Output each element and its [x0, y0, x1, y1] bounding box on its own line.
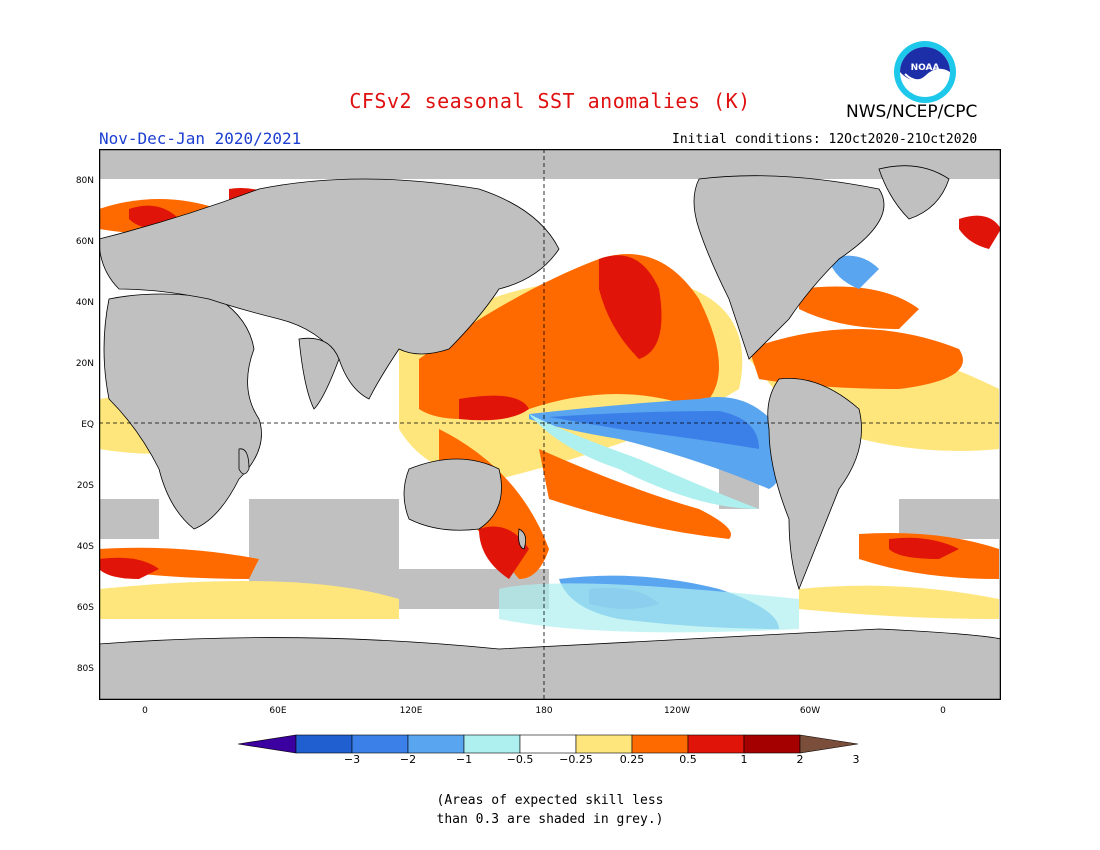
north-america [693, 175, 885, 360]
colorbar-segment [631, 734, 689, 754]
colorbar [238, 734, 859, 754]
skill-note: (Areas of expected skill less than 0.3 a… [0, 791, 1100, 829]
lon-label-180: 180 [535, 706, 553, 716]
colorbar-segment [407, 734, 465, 754]
colorbar-label: −1 [455, 753, 473, 766]
anomaly-1-to-2 [99, 188, 1001, 579]
anomaly-cold-pacific [529, 397, 783, 509]
lon-label-60e: 60E [269, 706, 287, 716]
colorbar-label: 0.5 [679, 753, 697, 766]
colorbar-label: −0.5 [506, 753, 534, 766]
colorbar-segment [575, 734, 633, 754]
colorbar-segment [743, 734, 801, 754]
lat-label-20s: 20S [76, 481, 94, 491]
south-america [767, 378, 862, 591]
colorbar-segment-max [799, 734, 859, 754]
colorbar-label: 3 [852, 753, 860, 766]
agency-label: NWS/NCEP/CPC [846, 102, 978, 122]
lon-label-120e: 120E [399, 706, 423, 716]
noaa-logo-text: NOAA [911, 63, 940, 73]
colorbar-segment [519, 734, 577, 754]
lon-label-0-east: 0 [940, 706, 946, 716]
season-label: Nov-Dec-Jan 2020/2021 [99, 129, 302, 148]
colorbar-label: 0.25 [619, 753, 645, 766]
lat-label-80n: 80N [75, 176, 94, 186]
colorbar-label: −2 [399, 753, 417, 766]
antarctica [99, 628, 1001, 700]
greenland [878, 165, 950, 220]
skill-note-line-1: (Areas of expected skill less [436, 793, 664, 808]
chart-title: CFSv2 seasonal SST anomalies (K) [349, 89, 751, 113]
noaa-logo: NOAA [894, 41, 956, 103]
colorbar-segments [238, 734, 859, 754]
australia [403, 458, 502, 531]
lat-label-40n: 40N [75, 298, 94, 308]
lon-label-120w: 120W [663, 706, 691, 716]
colorbar-segment [295, 734, 353, 754]
africa [103, 293, 262, 530]
sst-anomaly-map [99, 149, 1001, 700]
colorbar-label: −0.25 [559, 753, 593, 766]
lat-label-60n: 60N [75, 237, 94, 247]
colorbar-segment [351, 734, 409, 754]
lat-label-60s: 60S [76, 603, 94, 613]
initial-conditions-label: Initial conditions: 12Oct2020-21Oct2020 [672, 132, 978, 147]
india [298, 337, 340, 410]
colorbar-segment [463, 734, 521, 754]
eurasia [99, 178, 560, 400]
lat-label-eq: EQ [81, 420, 94, 430]
land-masses [99, 165, 1001, 700]
lat-label-40s: 40S [76, 542, 94, 552]
lat-label-80s: 80S [76, 664, 94, 674]
colorbar-segment-min [238, 734, 297, 754]
lon-label-0: 0 [142, 706, 148, 716]
colorbar-segment [687, 734, 745, 754]
colorbar-label: −3 [343, 753, 361, 766]
map-frame [99, 149, 1001, 700]
madagascar [238, 448, 250, 475]
colorbar-label: 1 [740, 753, 748, 766]
lat-label-20n: 20N [75, 359, 94, 369]
new-zealand [518, 528, 527, 550]
colorbar-label: 2 [796, 753, 804, 766]
skill-note-line-2: than 0.3 are shaded in grey.) [436, 812, 664, 827]
lon-label-60w: 60W [799, 706, 821, 716]
